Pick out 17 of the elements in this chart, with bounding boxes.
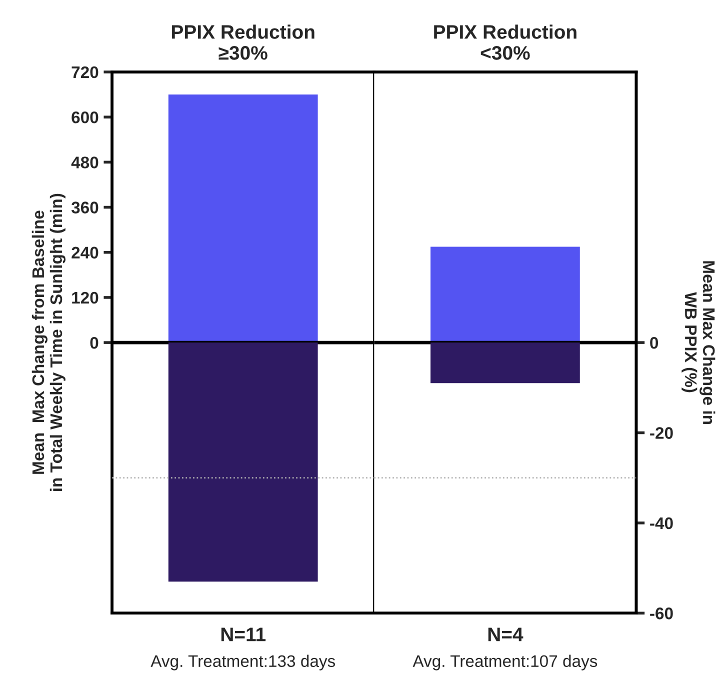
x-tick-label: PPIX Reduction ≥30% xyxy=(172,24,314,60)
y-tick-label: 600 xyxy=(72,111,98,124)
y2-tick-label: -60 xyxy=(650,608,673,620)
y-tick-label: 480 xyxy=(71,156,98,168)
y-tick-label: 120 xyxy=(72,292,98,304)
y-tick-label: 360 xyxy=(71,202,98,214)
x-tick-label: PPIX Reduction <30% xyxy=(434,24,576,60)
y2-tick-label: -20 xyxy=(650,427,673,439)
y2-tick-label: -40 xyxy=(650,517,673,530)
y2-tick-label: 0 xyxy=(650,336,658,349)
y-tick-label: 720 xyxy=(72,66,98,78)
y-axis-title: Mean Max Change from Baseline in Total Weekly Time in Sunlight (min) xyxy=(32,194,66,491)
y-tick-label: 240 xyxy=(72,246,98,259)
y-tick-label: 0 xyxy=(90,336,98,349)
text: N=11 Avg. Treatment:133 days xyxy=(150,628,336,670)
text: N=4 Avg. Treatment:107 days xyxy=(412,628,598,670)
y2-axis-title: Mean Max Change in WB PPIX (%) xyxy=(682,261,716,424)
